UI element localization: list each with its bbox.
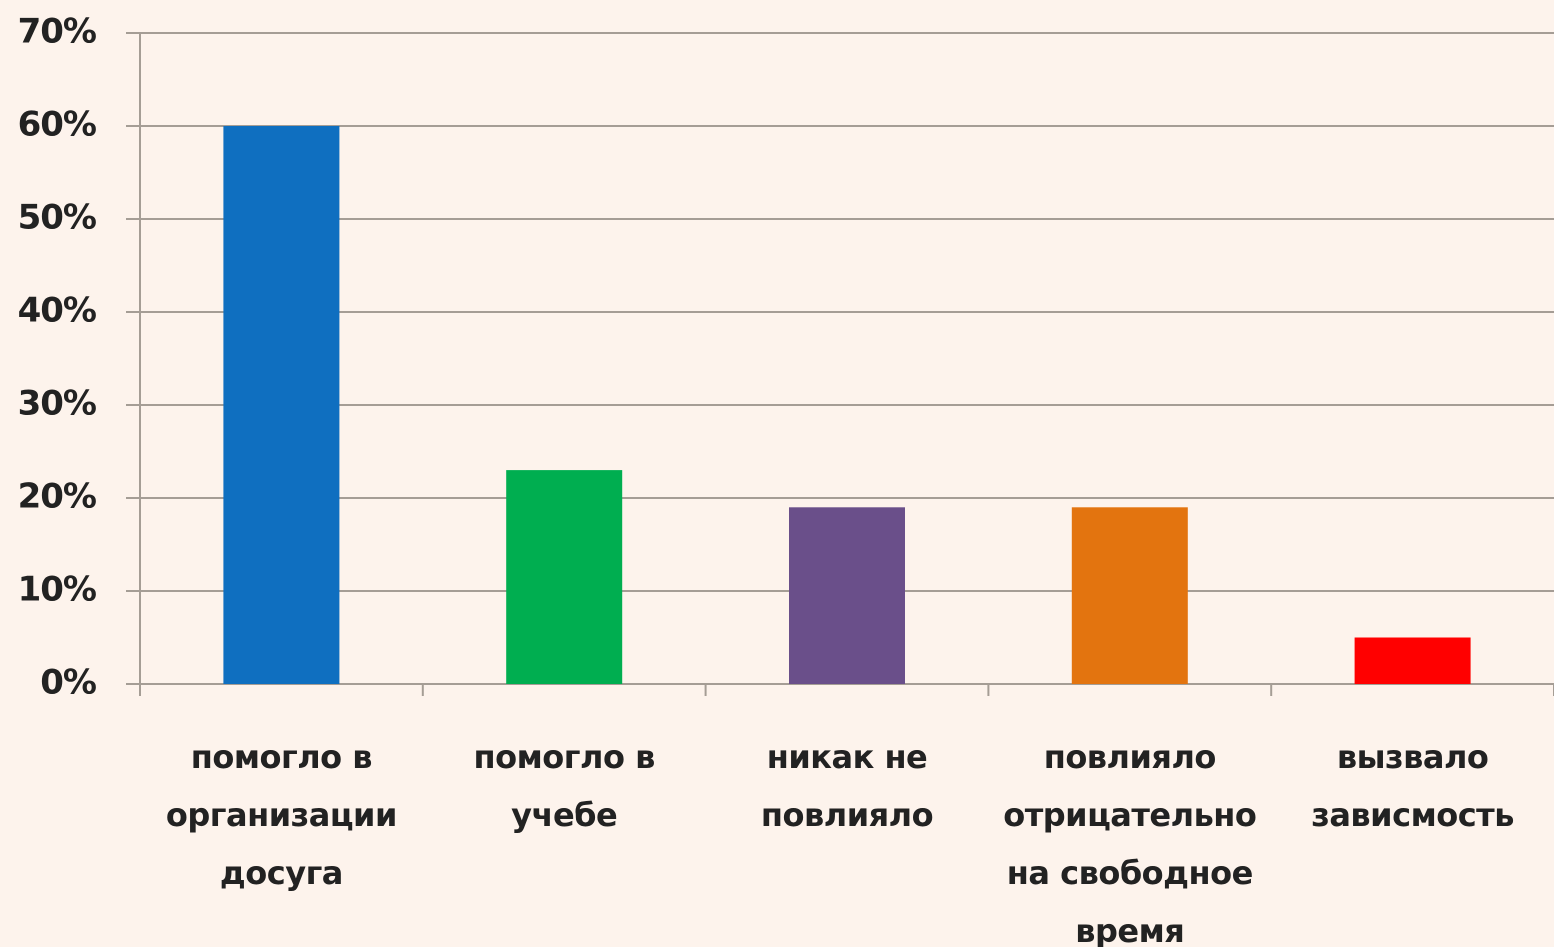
x-tick-label: никак не повлияло (760, 738, 934, 834)
y-tick-label: 60% (18, 105, 96, 145)
x-tick-label: повлияло отрицательно на свободное время (1003, 738, 1257, 947)
bar (1354, 637, 1471, 684)
y-tick-label: 70% (18, 12, 96, 52)
y-tick-label: 30% (18, 384, 96, 424)
bar (506, 470, 623, 684)
x-tick-label: помогло в учебе (473, 738, 656, 834)
x-tick-label: вызвало зависмость (1311, 738, 1514, 834)
y-tick-label: 10% (18, 570, 96, 610)
y-tick-label: 20% (18, 477, 96, 517)
bar (1071, 507, 1188, 684)
y-tick-label: 40% (18, 291, 96, 331)
bar (223, 126, 340, 684)
y-tick-label: 50% (18, 198, 96, 238)
y-tick-label: 0% (40, 663, 96, 703)
x-tick-label: помогло в организации досуга (165, 738, 397, 892)
bar (789, 507, 905, 684)
